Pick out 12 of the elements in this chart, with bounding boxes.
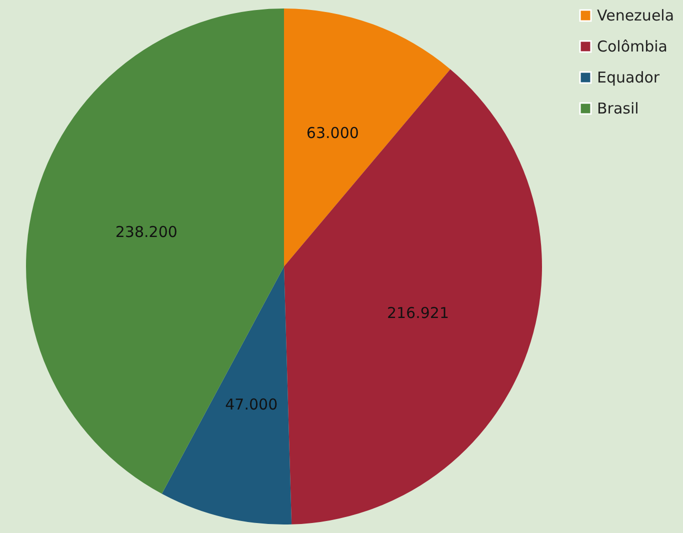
legend-label: Brasil <box>597 100 639 118</box>
legend-label: Colômbia <box>597 38 668 56</box>
data-label: 63.000 <box>306 124 359 142</box>
data-label: 47.000 <box>225 396 278 414</box>
data-label: 216.921 <box>386 304 449 322</box>
pie-slice <box>284 8 450 266</box>
legend-label: Venezuela <box>597 6 674 24</box>
pie-slice <box>162 266 292 524</box>
pie-slice <box>26 8 284 494</box>
data-label: 238.200 <box>115 222 178 241</box>
legend-label: Equador <box>597 68 660 86</box>
pie-slice <box>284 69 542 524</box>
